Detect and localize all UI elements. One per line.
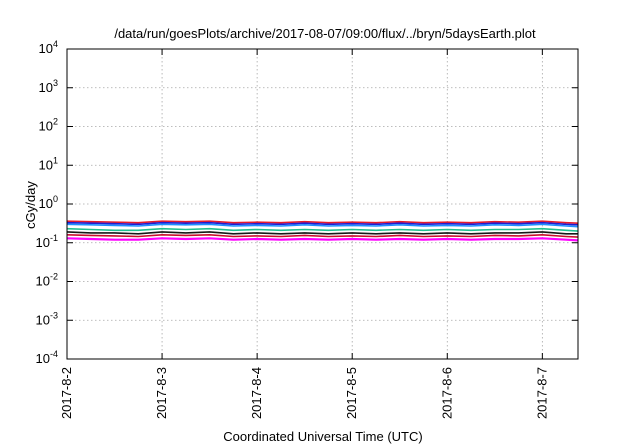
series-line-1	[66, 220, 579, 224]
y-tick-label: 102	[39, 117, 58, 134]
x-tick-label: 2017-8-7	[534, 367, 549, 419]
y-tick-label: 101	[39, 155, 58, 172]
x-tick-label: 2017-8-3	[154, 367, 169, 419]
y-axis-label: cGy/day	[23, 181, 38, 229]
x-tick-labels: 2017-8-2 2017-8-3 2017-8-4 2017-8-5 2017-8-6…	[59, 367, 549, 419]
x-tick-label: 2017-8-2	[59, 367, 74, 419]
x-tick-label: 2017-8-5	[344, 367, 359, 419]
y-tick-label: 100	[39, 194, 58, 211]
y-tick-label: 103	[39, 78, 58, 95]
series-group	[66, 220, 579, 242]
x-tick-label: 2017-8-6	[439, 367, 454, 419]
x-tick-label: 2017-8-4	[249, 367, 264, 419]
y-tick-label: 10-2	[36, 272, 58, 289]
y-tick-label: 104	[39, 39, 58, 56]
y-tick-label: 10-4	[36, 349, 58, 366]
series-line-5	[66, 231, 578, 235]
grid	[66, 48, 578, 360]
y-tick-labels: 10-4 10-3 10-2 10-1 100 101 102 103 104	[36, 39, 58, 366]
series-line-7	[66, 237, 579, 242]
y-tick-label: 10-1	[36, 233, 58, 250]
y-tick-label: 10-3	[36, 310, 58, 327]
chart-title: /data/run/goesPlots/archive/2017-08-07/0…	[114, 26, 536, 41]
series-line-6	[66, 234, 579, 238]
series-line-3	[66, 223, 579, 228]
series-line-2	[66, 221, 579, 226]
x-axis-label: Coordinated Universal Time (UTC)	[223, 429, 422, 444]
series-line-4	[66, 227, 579, 232]
plot-frame	[66, 48, 579, 360]
